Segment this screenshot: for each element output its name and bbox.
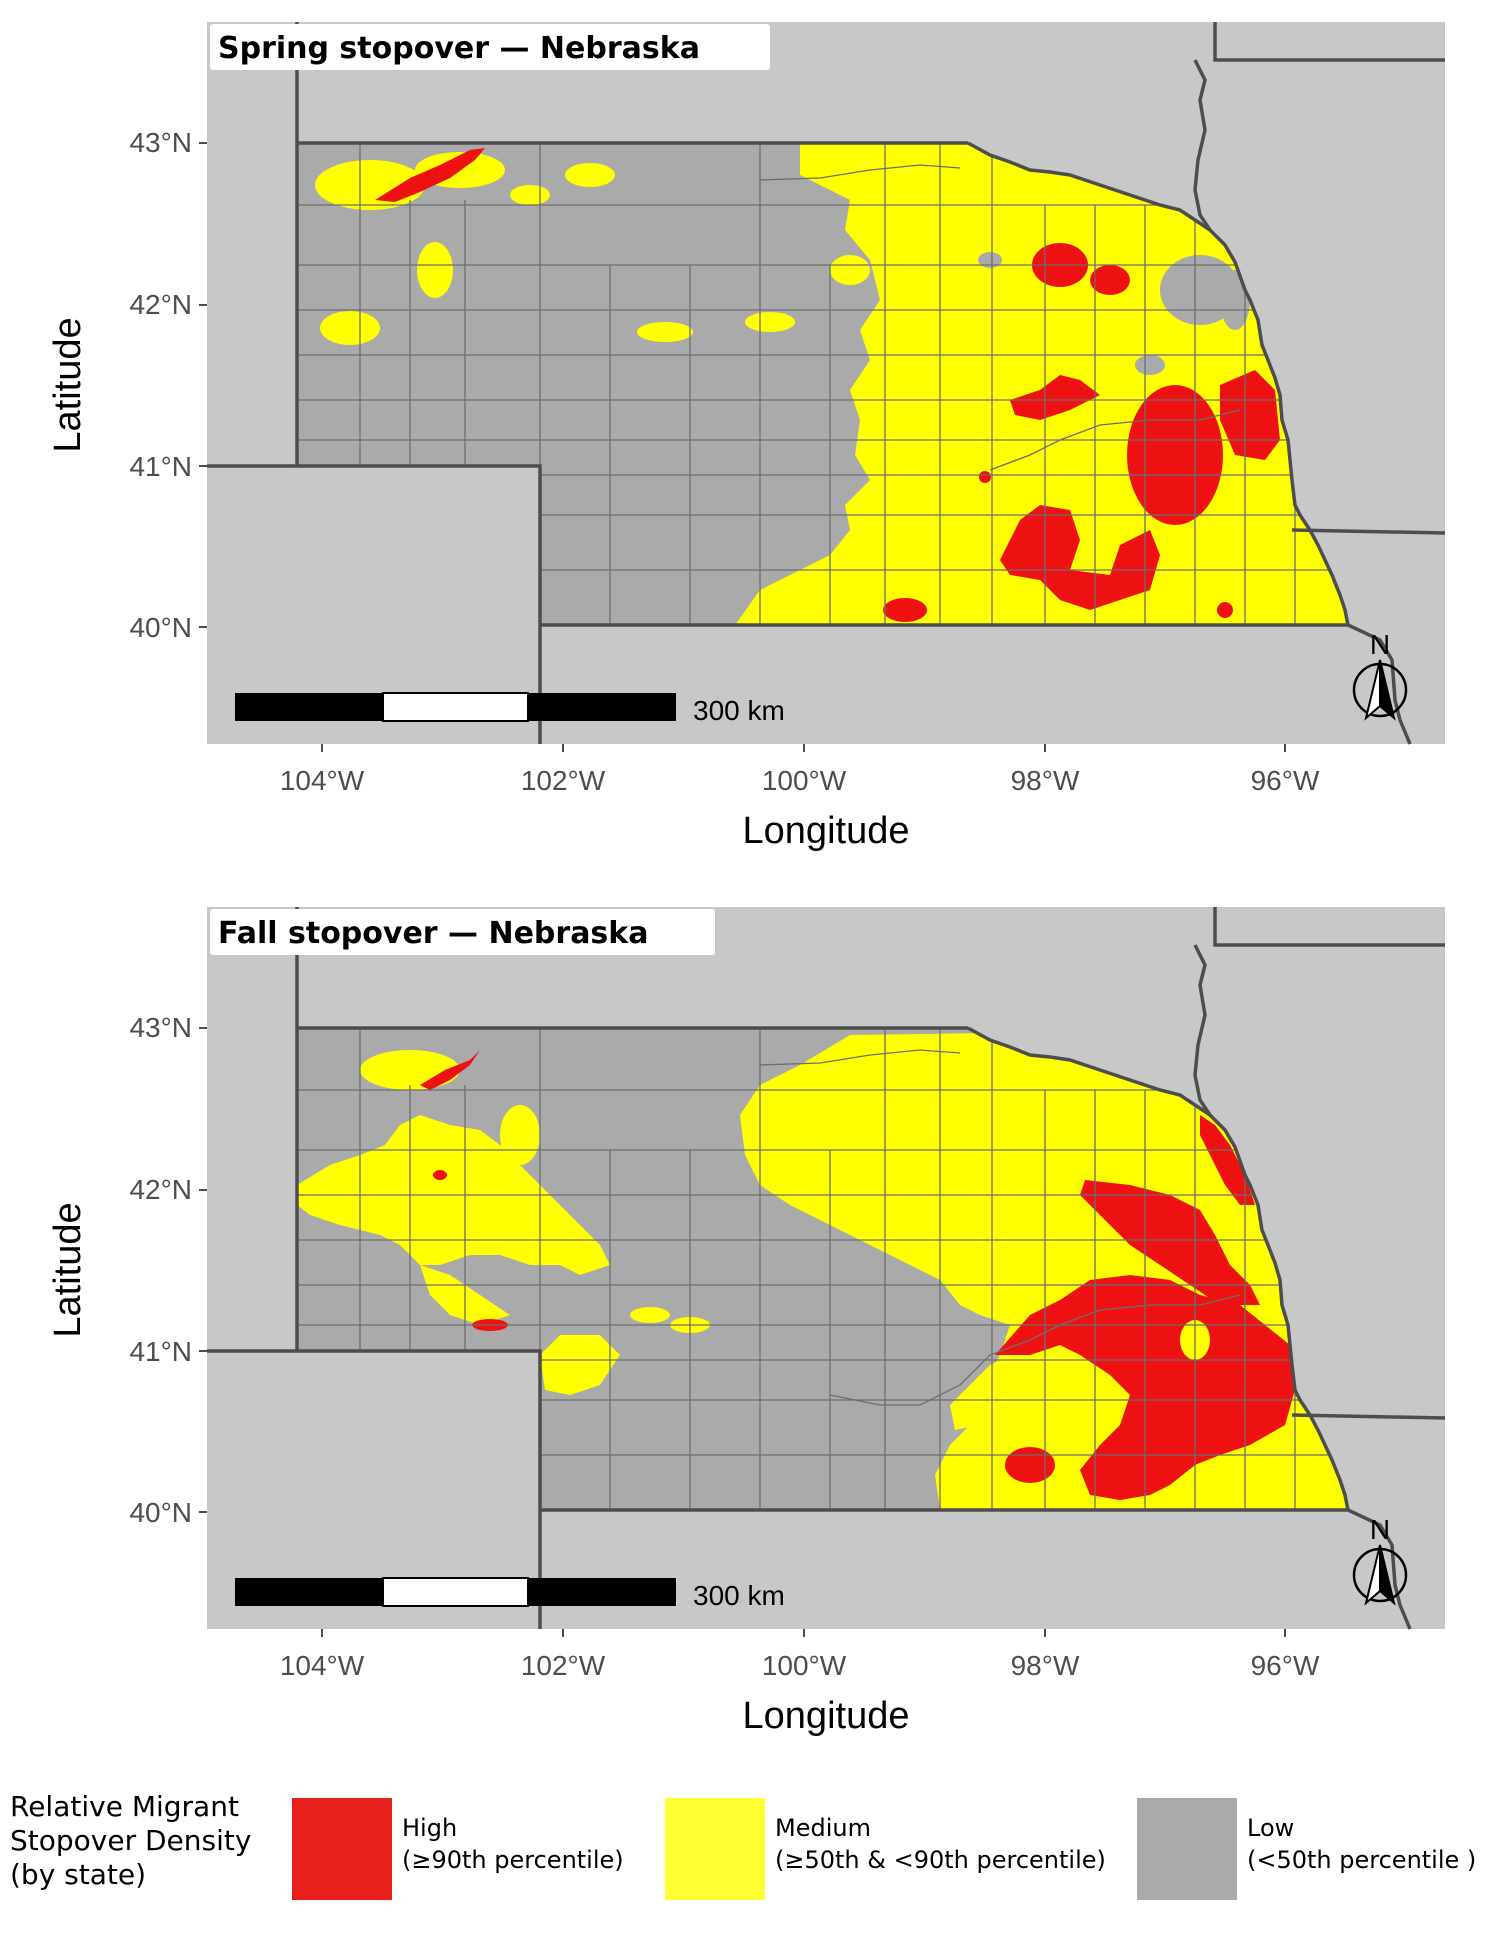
north-label: N (1370, 629, 1390, 660)
spring-map: Spring stopover — Nebraska 43°N 42°N 41°… (47, 22, 1446, 852)
legend-label-medium: Medium (≥50th & <90th percentile) (775, 1812, 1106, 1876)
legend-swatch-high (292, 1798, 392, 1900)
north-arrow-icon (1352, 659, 1408, 721)
panel-title: Spring stopover — Nebraska (218, 31, 700, 66)
legend-swatch-low (1137, 1798, 1237, 1900)
legend-label-line: Medium (775, 1814, 871, 1842)
lon-tick: 100°W (762, 765, 847, 796)
fall-map: Fall stopover — Nebraska 43°N 42°N 41°N … (47, 907, 1446, 1737)
state-borders (207, 907, 1446, 1630)
legend-title: Relative Migrant Stopover Density (by st… (10, 1790, 251, 1892)
legend-title-line: Stopover Density (10, 1824, 252, 1857)
scale-bar (235, 1577, 676, 1607)
lat-tick: 42°N (129, 1174, 192, 1205)
legend-label-low: Low (<50th percentile ) (1247, 1812, 1476, 1876)
y-axis-title: Latitude (47, 317, 89, 452)
high-density-region (420, 1050, 480, 1090)
lon-tick: 104°W (280, 1650, 365, 1681)
legend-label-line: (≥50th & <90th percentile) (775, 1846, 1106, 1874)
lat-tick: 41°N (129, 451, 192, 482)
panel-title-box (210, 909, 715, 955)
lat-tick: 43°N (129, 127, 192, 158)
legend-label-line: Low (1247, 1814, 1295, 1842)
legend: Relative Migrant Stopover Density (by st… (0, 1790, 1500, 1920)
spring-map-panel: Spring stopover — Nebraska 43°N 42°N 41°… (0, 0, 1500, 900)
lat-tick: 43°N (129, 1012, 192, 1043)
north-label: N (1370, 1514, 1390, 1545)
county-lines (297, 143, 1348, 625)
fall-map-panel: Fall stopover — Nebraska 43°N 42°N 41°N … (0, 885, 1500, 1785)
high-density-region (375, 148, 485, 202)
panel-title-box (210, 24, 770, 70)
density-overlay (315, 143, 1348, 625)
x-axis-title: Longitude (743, 1695, 910, 1737)
lat-tick: 42°N (129, 289, 192, 320)
legend-title-line: (by state) (10, 1858, 147, 1891)
state-borders (207, 22, 1446, 745)
y-axis-title: Latitude (47, 1202, 89, 1337)
panel-title: Fall stopover — Nebraska (218, 916, 649, 951)
scale-bar-label: 300 km (693, 1580, 785, 1611)
county-lines (297, 1028, 1348, 1510)
legend-title-line: Relative Migrant (10, 1790, 239, 1823)
legend-label-line: (<50th percentile ) (1247, 1846, 1477, 1874)
scale-bar (235, 692, 676, 722)
lon-tick: 96°W (1251, 1650, 1320, 1681)
lon-tick: 100°W (762, 1650, 847, 1681)
lat-tick: 40°N (129, 612, 192, 643)
north-arrow-icon (1352, 1544, 1408, 1606)
lon-tick: 98°W (1011, 1650, 1080, 1681)
lon-tick: 96°W (1251, 765, 1320, 796)
lon-tick: 98°W (1011, 765, 1080, 796)
lon-tick: 102°W (521, 765, 606, 796)
lon-tick: 104°W (280, 765, 365, 796)
x-axis-title: Longitude (743, 810, 910, 852)
legend-label-line: High (402, 1814, 458, 1842)
lat-tick: 41°N (129, 1336, 192, 1367)
legend-label-high: High (≥90th percentile) (402, 1812, 624, 1876)
scale-bar-label: 300 km (693, 695, 785, 726)
legend-label-line: (≥90th percentile) (402, 1846, 624, 1874)
lat-tick: 40°N (129, 1497, 192, 1528)
legend-swatch-medium (665, 1798, 765, 1900)
lon-tick: 102°W (521, 1650, 606, 1681)
